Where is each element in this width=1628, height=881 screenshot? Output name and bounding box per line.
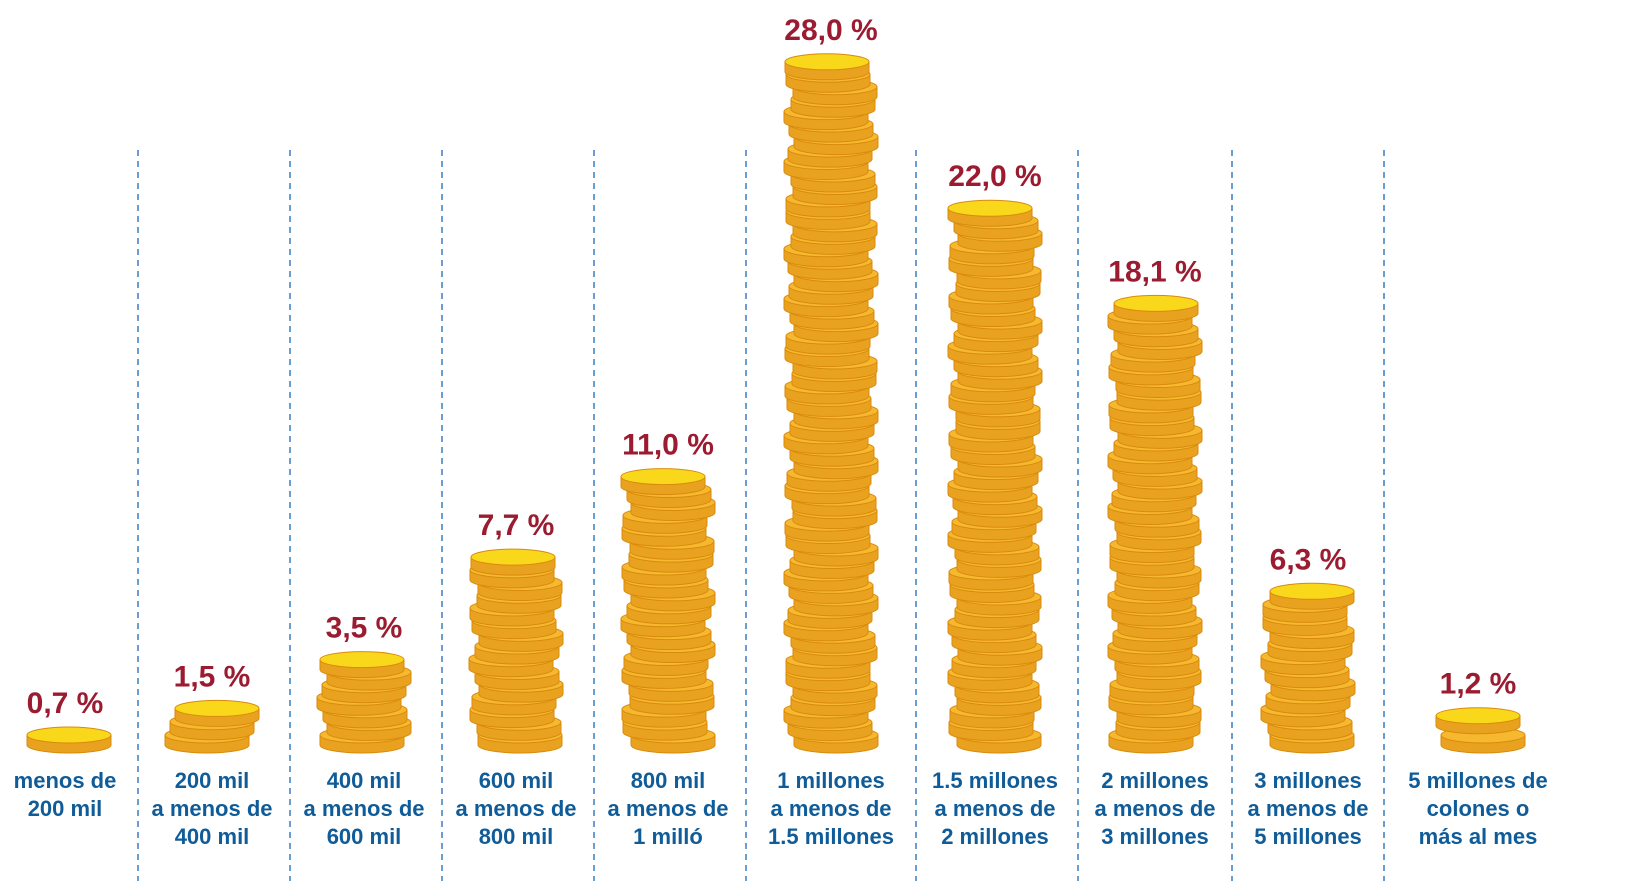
coin-face: [1435, 707, 1521, 725]
coin-face: [174, 699, 260, 717]
coin-stack: [783, 53, 879, 754]
x-tick-label: 600 mil a menos de 800 mil: [455, 768, 576, 849]
x-tick-label: 3 millones a menos de 5 millones: [1247, 768, 1368, 849]
value-label: 22,0 %: [948, 160, 1041, 193]
coin-stack: [468, 548, 564, 754]
coin-stack: [164, 699, 260, 754]
x-tick-label: 800 mil a menos de 1 milló: [607, 768, 728, 849]
x-tick-label: 2 millones a menos de 3 millones: [1094, 768, 1215, 849]
coin-face: [1269, 582, 1355, 600]
value-label: 11,0 %: [622, 429, 714, 462]
coin-stack: [26, 726, 112, 754]
coin-face: [319, 651, 405, 669]
coin-face: [26, 726, 112, 744]
value-label: 3,5 %: [326, 612, 403, 645]
coin-face: [947, 199, 1033, 217]
x-tick-label: 400 mil a menos de 600 mil: [303, 768, 424, 849]
value-label: 28,0 %: [784, 14, 877, 47]
coin-stack: [1435, 707, 1526, 754]
coin-stack: [1260, 582, 1356, 754]
coin-face: [1113, 294, 1199, 312]
coin-face: [784, 53, 870, 71]
value-label: 1,5 %: [174, 660, 251, 693]
value-label: 6,3 %: [1270, 543, 1347, 576]
x-tick-label: 1 millones a menos de 1.5 millones: [768, 768, 894, 849]
coin-face: [620, 468, 706, 486]
x-tick-label: menos de 200 mil: [14, 768, 117, 821]
coin-stack: [947, 199, 1043, 754]
x-tick-label: 1.5 millones a menos de 2 millones: [932, 768, 1058, 849]
x-tick-label: 5 millones de colones o más al mes: [1408, 768, 1547, 849]
value-label: 18,1 %: [1108, 255, 1201, 288]
value-label: 7,7 %: [478, 509, 555, 542]
value-label: 1,2 %: [1440, 668, 1517, 701]
x-tick-label: 200 mil a menos de 400 mil: [151, 768, 272, 849]
coin-stack: [1107, 294, 1203, 754]
separators: [137, 150, 1385, 881]
coin-stack: [316, 651, 412, 754]
coin-stack: [620, 468, 716, 754]
value-label: 0,7 %: [27, 687, 104, 720]
coin-face: [470, 548, 556, 566]
